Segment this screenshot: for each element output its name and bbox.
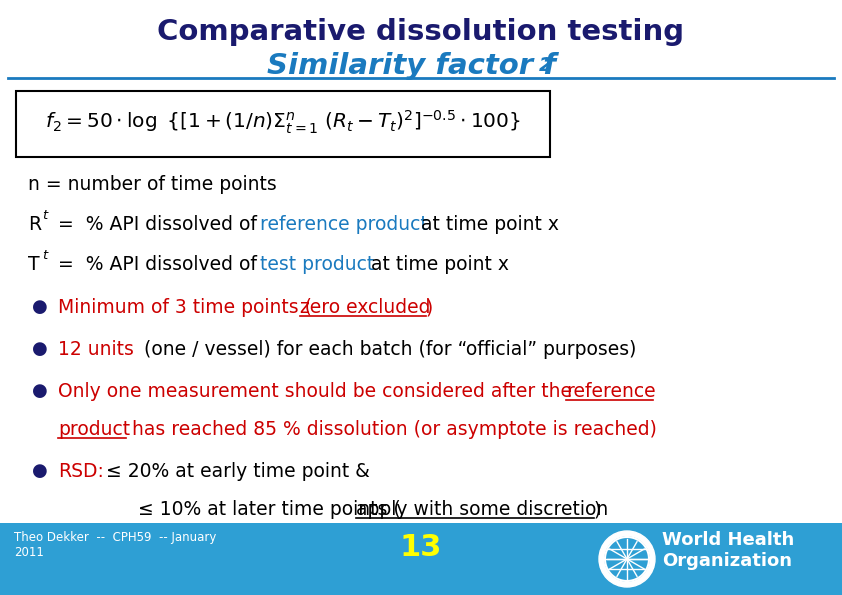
Text: zero excluded: zero excluded: [300, 298, 430, 317]
Text: =  % API dissolved of: = % API dissolved of: [52, 255, 263, 274]
Text: at time point x: at time point x: [415, 215, 559, 234]
Text: t: t: [42, 249, 47, 262]
Text: R: R: [28, 215, 41, 234]
Text: ●: ●: [32, 462, 48, 480]
Text: has reached 85 % dissolution (or asymptote is reached): has reached 85 % dissolution (or asympto…: [126, 420, 657, 439]
Text: ): ): [594, 500, 601, 519]
Text: test product: test product: [260, 255, 374, 274]
Text: T: T: [28, 255, 40, 274]
Text: Minimum of 3 time points (: Minimum of 3 time points (: [58, 298, 312, 317]
Text: Only one measurement should be considered after the: Only one measurement should be considere…: [58, 382, 578, 401]
Text: product: product: [58, 420, 131, 439]
Text: reference: reference: [566, 382, 656, 401]
Text: apply with some discretion: apply with some discretion: [356, 500, 608, 519]
FancyBboxPatch shape: [16, 91, 550, 157]
Circle shape: [599, 531, 655, 587]
Text: Theo Dekker  --  CPH59  -- January
2011: Theo Dekker -- CPH59 -- January 2011: [14, 531, 216, 559]
Text: reference product: reference product: [260, 215, 428, 234]
Text: at time point x: at time point x: [365, 255, 509, 274]
Text: $f_2 = 50 \cdot \log\ \{[1 + (1/n)\Sigma_{t=1}^{n}\ (R_t - T_t)^2]^{-0.5} \cdot : $f_2 = 50 \cdot \log\ \{[1 + (1/n)\Sigma…: [45, 108, 521, 136]
Text: Comparative dissolution testing: Comparative dissolution testing: [157, 18, 685, 46]
Text: RSD:: RSD:: [58, 462, 104, 481]
Circle shape: [605, 537, 649, 581]
Text: ≤ 10% at later time points (: ≤ 10% at later time points (: [138, 500, 401, 519]
Text: (one / vessel) for each batch (for “official” purposes): (one / vessel) for each batch (for “offi…: [138, 340, 637, 359]
FancyBboxPatch shape: [0, 523, 842, 595]
Text: =  % API dissolved of: = % API dissolved of: [52, 215, 263, 234]
Text: ●: ●: [32, 340, 48, 358]
Text: 12 units: 12 units: [58, 340, 134, 359]
Text: ●: ●: [32, 382, 48, 400]
Text: 2: 2: [539, 56, 552, 75]
Text: n = number of time points: n = number of time points: [28, 175, 277, 194]
Text: Similarity factor f: Similarity factor f: [267, 52, 556, 80]
Text: World Health
Organization: World Health Organization: [662, 531, 794, 570]
Text: ●: ●: [32, 298, 48, 316]
Text: ): ): [426, 298, 434, 317]
Text: t: t: [42, 209, 47, 222]
Text: ≤ 20% at early time point &: ≤ 20% at early time point &: [100, 462, 370, 481]
Text: 13: 13: [400, 533, 442, 562]
